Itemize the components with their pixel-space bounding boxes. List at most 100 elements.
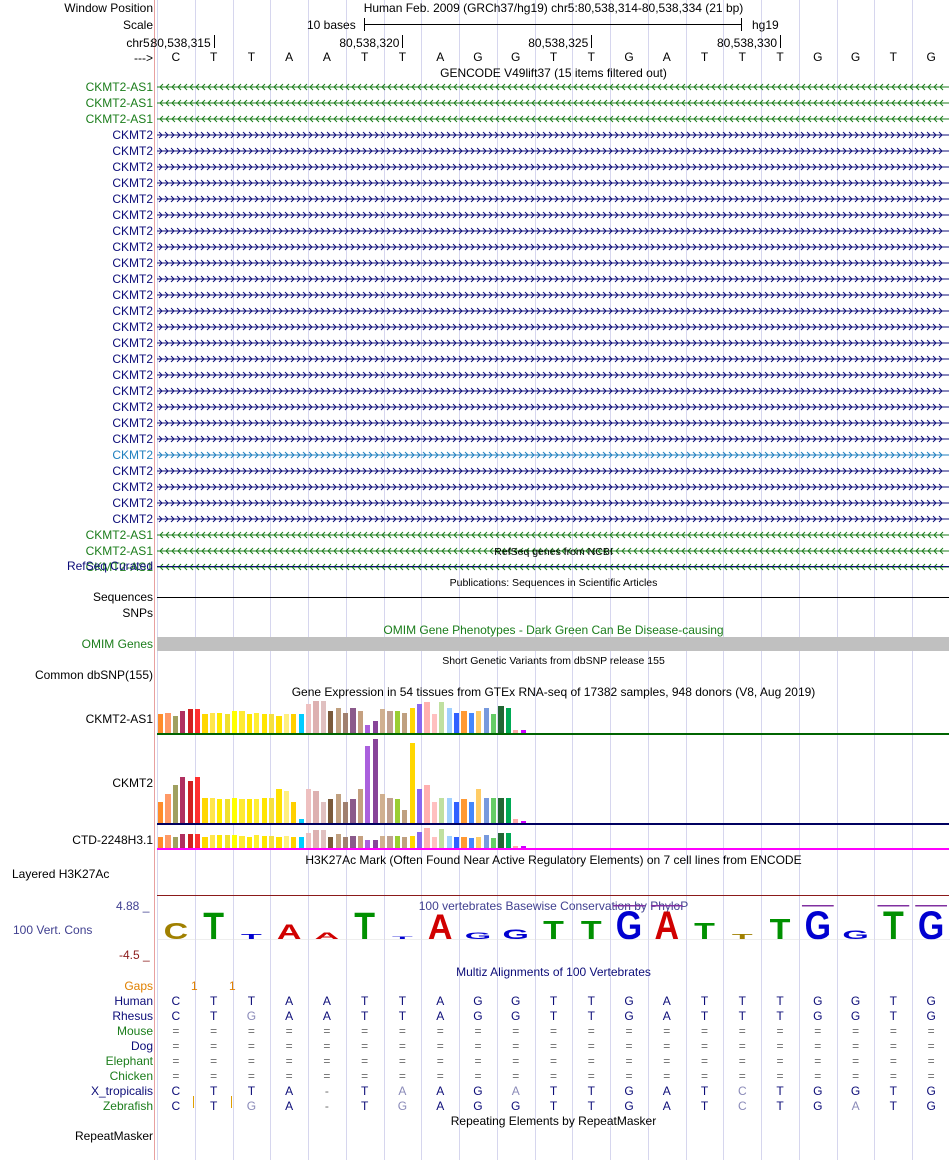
- gtex-tissue-bar[interactable]: [283, 714, 289, 733]
- gtex-tissue-bar[interactable]: [461, 710, 467, 733]
- gtex-tissue-bar[interactable]: [476, 837, 482, 848]
- gtex-tissue-bar[interactable]: [313, 700, 319, 733]
- gencode-item-label[interactable]: CKMT2-AS1: [85, 112, 153, 126]
- gtex-tissue-bar[interactable]: [291, 802, 297, 823]
- gtex-tissue-bar[interactable]: [380, 793, 386, 823]
- gtex-tissue-bar[interactable]: [165, 834, 171, 848]
- gtex-tissue-bar[interactable]: [313, 791, 319, 823]
- gtex-tissue-bar[interactable]: [483, 797, 489, 823]
- gtex-tissue-bar[interactable]: [158, 837, 164, 848]
- gtex-tissue-bar[interactable]: [306, 832, 312, 848]
- gencode-item-line[interactable]: [157, 192, 949, 206]
- gtex-tissue-bar[interactable]: [232, 710, 238, 733]
- gtex-tissue-bar[interactable]: [424, 785, 430, 823]
- gtex-tissue-bar[interactable]: [357, 710, 363, 733]
- gencode-item-label[interactable]: CKMT2: [112, 464, 153, 478]
- gtex-tissue-bar[interactable]: [298, 837, 304, 848]
- gtex-tissue-bar[interactable]: [202, 837, 208, 848]
- gtex-tissue-bar[interactable]: [483, 834, 489, 848]
- gtex-tissue-bar[interactable]: [320, 830, 326, 848]
- gencode-item-label[interactable]: CKMT2: [112, 448, 153, 462]
- gtex-tissue-bar[interactable]: [209, 712, 215, 733]
- gencode-item-label[interactable]: CKMT2: [112, 432, 153, 446]
- gtex-tissue-bar[interactable]: [283, 791, 289, 823]
- gtex-tissue-bar[interactable]: [269, 797, 275, 823]
- gtex-tissue-bar[interactable]: [343, 837, 349, 848]
- multiz-species-label[interactable]: Human: [114, 994, 153, 1008]
- gtex-tissue-bar[interactable]: [387, 797, 393, 823]
- gencode-item-line[interactable]: [157, 128, 949, 142]
- gtex-tissue-bar[interactable]: [320, 802, 326, 823]
- gtex-tissue-bar[interactable]: [439, 702, 445, 733]
- gencode-item-line[interactable]: [157, 432, 949, 446]
- gtex-tissue-bar[interactable]: [417, 831, 423, 848]
- gtex-tissue-bar[interactable]: [461, 799, 467, 823]
- gtex-tissue-bar[interactable]: [224, 834, 230, 848]
- gencode-item-label[interactable]: CKMT2: [112, 192, 153, 206]
- gtex-tissue-bar[interactable]: [402, 810, 408, 823]
- gtex-tissue-bar[interactable]: [202, 797, 208, 823]
- gtex-tissue-bar[interactable]: [498, 797, 504, 823]
- gtex-tissue-bar[interactable]: [387, 710, 393, 733]
- gtex-tissue-bar[interactable]: [298, 714, 304, 733]
- gtex-tissue-bar[interactable]: [172, 837, 178, 848]
- multiz-species-label[interactable]: Elephant: [105, 1054, 153, 1068]
- gencode-item-line[interactable]: [157, 224, 949, 238]
- gtex-tissue-bar[interactable]: [180, 710, 186, 733]
- gencode-item-line[interactable]: [157, 464, 949, 478]
- gtex-tissue-bar[interactable]: [343, 802, 349, 823]
- gtex-tissue-bar[interactable]: [283, 835, 289, 848]
- gtex-tissue-bar[interactable]: [187, 833, 193, 848]
- gtex-tissue-bar[interactable]: [520, 845, 526, 848]
- gtex-tissue-bar[interactable]: [417, 704, 423, 733]
- gtex-tissue-bar[interactable]: [454, 802, 460, 823]
- gtex-tissue-bar[interactable]: [505, 707, 511, 733]
- gtex-tissue-bar[interactable]: [269, 835, 275, 848]
- gtex-tissue-bar[interactable]: [402, 837, 408, 848]
- phylop-label[interactable]: 100 Vert. Cons: [13, 923, 93, 937]
- gtex-tissue-bar[interactable]: [172, 785, 178, 823]
- refseq-line[interactable]: [157, 566, 949, 567]
- gtex-tissue-bar[interactable]: [320, 700, 326, 733]
- gencode-item-line[interactable]: [157, 368, 949, 382]
- gencode-item-label[interactable]: CKMT2: [112, 176, 153, 190]
- gtex-tissue-bar[interactable]: [254, 712, 260, 733]
- gtex-tissue-bar[interactable]: [254, 799, 260, 823]
- gtex-tissue-bar[interactable]: [187, 781, 193, 823]
- gtex-tissue-bar[interactable]: [498, 705, 504, 733]
- gtex-tissue-bar[interactable]: [498, 832, 504, 848]
- gtex-tissue-bar[interactable]: [491, 797, 497, 823]
- gtex-tissue-bar[interactable]: [180, 833, 186, 848]
- gtex-tissue-bar[interactable]: [357, 789, 363, 823]
- gtex-tissue-bar[interactable]: [365, 840, 371, 848]
- gencode-item-line[interactable]: [157, 496, 949, 510]
- multiz-species-label[interactable]: Dog: [130, 1039, 153, 1053]
- gencode-item-label[interactable]: CKMT2: [112, 224, 153, 238]
- gtex-tissue-bar[interactable]: [172, 716, 178, 733]
- gtex-tissue-bar[interactable]: [180, 776, 186, 823]
- gtex-tissue-bar[interactable]: [261, 797, 267, 823]
- gtex-tissue-bar[interactable]: [291, 837, 297, 848]
- gencode-item-line[interactable]: [157, 336, 949, 350]
- gtex-tissue-bar[interactable]: [217, 712, 223, 733]
- gtex-tissue-bar[interactable]: [261, 714, 267, 733]
- gtex-tissue-bar[interactable]: [520, 729, 526, 733]
- gtex-tissue-bar[interactable]: [394, 710, 400, 733]
- gencode-item-label[interactable]: CKMT2: [112, 128, 153, 142]
- gtex-label-ckmt2-as1[interactable]: CKMT2-AS1: [85, 712, 153, 726]
- refseq-label[interactable]: RefSeq Curated: [66, 559, 153, 573]
- gencode-item-line[interactable]: [157, 320, 949, 334]
- gencode-item-line[interactable]: [157, 384, 949, 398]
- gtex-tissue-bar[interactable]: [195, 709, 201, 733]
- gtex-tissue-bar[interactable]: [246, 837, 252, 848]
- gtex-tissue-bar[interactable]: [372, 721, 378, 733]
- gencode-item-line[interactable]: [157, 208, 949, 222]
- gtex-tissue-bar[interactable]: [187, 709, 193, 733]
- gtex-tissue-bar[interactable]: [468, 802, 474, 823]
- gtex-tissue-bar[interactable]: [424, 702, 430, 733]
- gtex-tissue-bar[interactable]: [402, 712, 408, 733]
- gtex-tissue-bar[interactable]: [446, 835, 452, 848]
- omim-label[interactable]: OMIM Genes: [81, 637, 153, 651]
- gtex-tissue-bar[interactable]: [454, 712, 460, 733]
- gtex-tissue-bar[interactable]: [431, 837, 437, 848]
